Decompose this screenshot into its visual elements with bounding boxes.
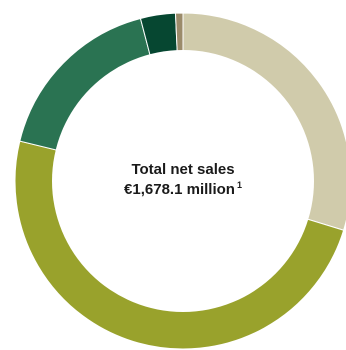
center-label: Total net sales €1,678.1 million 1 [73, 160, 293, 200]
footnote-marker: 1 [236, 180, 242, 190]
donut-hole [52, 50, 314, 312]
chart-title: Total net sales [131, 161, 235, 178]
total-value: €1,678.1 million 1 [73, 180, 293, 200]
total-value-text: €1,678.1 million [124, 181, 235, 198]
